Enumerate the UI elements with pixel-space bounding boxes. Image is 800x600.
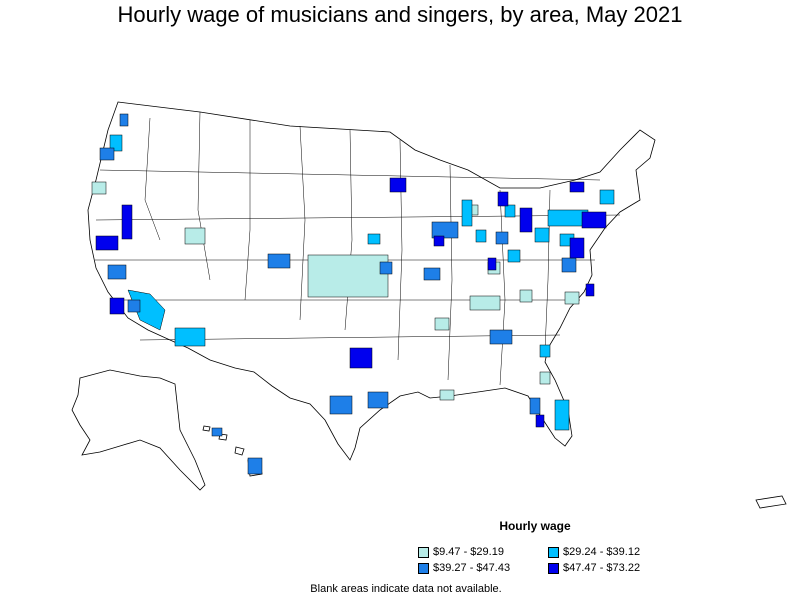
map-title: Hourly wage of musicians and singers, by…: [117, 2, 683, 27]
alaska-outline: [71, 369, 206, 491]
wage-areas: [91, 113, 615, 475]
wage-class-1-areas: [91, 181, 580, 401]
legend-swatch-3: [418, 562, 429, 574]
legend-item-4: $47.47 - $73.22: [548, 562, 640, 574]
legend-label-4: $47.47 - $73.22: [563, 562, 641, 574]
wage-class-4-areas: [95, 177, 607, 428]
legend-title: Hourly wage: [499, 519, 571, 533]
legend-swatch-2: [548, 546, 559, 558]
legend-label-2: $29.24 - $39.12: [563, 546, 641, 558]
blank-areas-note: Blank areas indicate data not available.: [310, 583, 502, 595]
legend-swatch-4: [548, 562, 559, 574]
legend-swatch-1: [418, 546, 429, 558]
hawaii-maui: [234, 446, 245, 456]
hawaii-kauai: [202, 425, 211, 432]
puerto-rico: [755, 495, 787, 509]
wage-class-3-areas: [99, 113, 577, 475]
area-boundaries: [95, 111, 621, 386]
legend-item-2: $29.24 - $39.12: [548, 546, 640, 558]
legend-label-1: $9.47 - $29.19: [433, 546, 504, 558]
legend-item-1: $9.47 - $29.19: [418, 546, 504, 558]
legend-item-3: $39.27 - $47.43: [418, 562, 510, 574]
legend-label-3: $39.27 - $47.43: [433, 562, 511, 574]
